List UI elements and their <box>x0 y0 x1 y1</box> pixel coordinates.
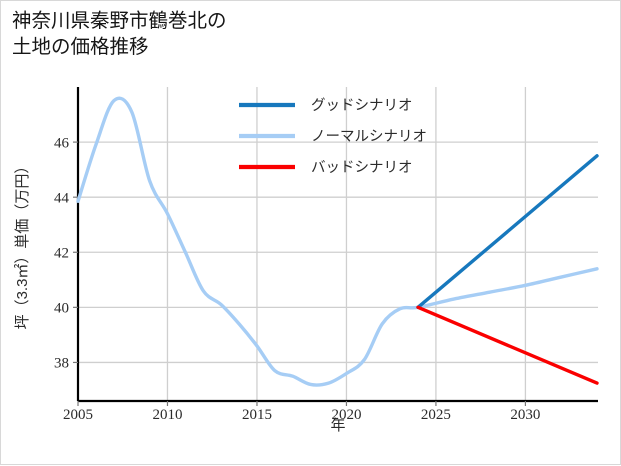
svg-text:2010: 2010 <box>152 407 182 423</box>
svg-text:46: 46 <box>54 135 70 151</box>
page-title: 神奈川県秦野市鶴巻北の 土地の価格推移 <box>12 10 227 58</box>
svg-text:2030: 2030 <box>510 407 540 423</box>
svg-text:2005: 2005 <box>63 407 93 423</box>
legend-label: バッドシナリオ <box>311 160 413 176</box>
x-tick-labels: 2005 2010 2015 2020 2025 2030 <box>63 401 540 423</box>
x-axis-title: 年 <box>330 417 345 434</box>
svg-text:38: 38 <box>54 356 69 372</box>
axis-lines <box>76 87 598 403</box>
svg-text:2025: 2025 <box>421 407 451 423</box>
svg-text:44: 44 <box>54 190 70 206</box>
svg-text:42: 42 <box>54 246 69 262</box>
svg-text:2020: 2020 <box>331 407 361 423</box>
svg-text:2015: 2015 <box>242 407 272 423</box>
svg-text:40: 40 <box>54 301 69 317</box>
y-tick-labels: 38 40 42 44 46 <box>54 135 78 372</box>
y-axis-title: 坪（3.3㎡）単価（万円） <box>14 159 31 330</box>
legend-label: ノーマルシナリオ <box>311 129 427 145</box>
series-lines <box>76 96 599 387</box>
legend-label: グッドシナリオ <box>311 97 413 114</box>
